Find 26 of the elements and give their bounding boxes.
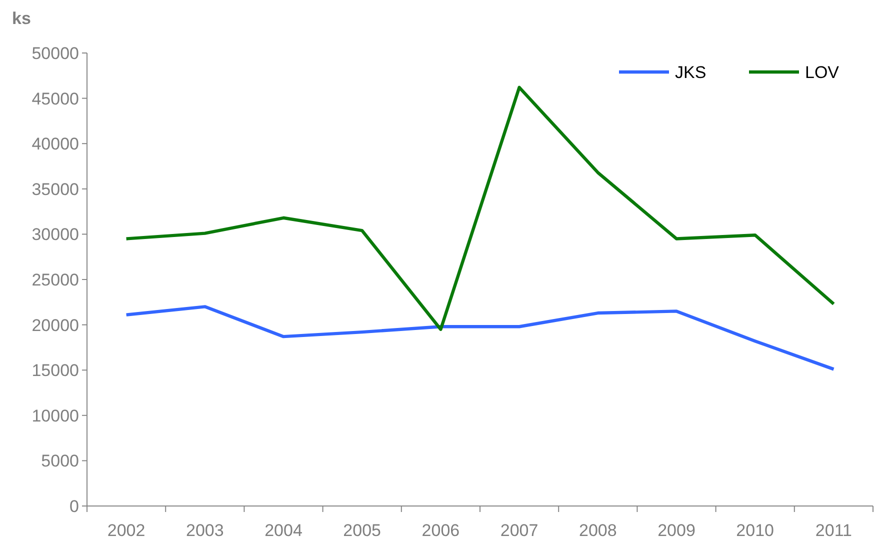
- y-tick-label: 30000: [32, 225, 79, 244]
- y-tick-label: 15000: [32, 361, 79, 380]
- x-tick-label: 2009: [658, 521, 696, 540]
- y-tick-label: 45000: [32, 89, 79, 108]
- x-tick-label: 2006: [422, 521, 460, 540]
- y-tick-label: 50000: [32, 44, 79, 63]
- legend-label: JKS: [675, 62, 706, 82]
- x-tick-label: 2011: [815, 521, 852, 540]
- y-tick-label: 35000: [32, 180, 79, 199]
- y-tick-label: 0: [70, 496, 79, 516]
- y-tick-label: 40000: [32, 134, 79, 154]
- y-tick-label: 25000: [32, 270, 79, 290]
- y-tick-label: 20000: [32, 316, 79, 335]
- legend-label: LOV: [805, 62, 840, 82]
- x-tick-label: 2008: [578, 521, 617, 540]
- x-tick-label: 2005: [343, 521, 382, 540]
- x-tick-label: 2007: [500, 521, 538, 540]
- y-tick-label: 5000: [41, 452, 79, 471]
- y-tick-label: 10000: [32, 406, 79, 426]
- y-axis-title: ks: [12, 9, 31, 28]
- x-tick-label: 2002: [107, 521, 146, 540]
- x-tick-label: 2004: [264, 521, 302, 540]
- line-series: [124, 86, 836, 331]
- x-tick-label: 2010: [736, 521, 774, 540]
- x-tick-label: 2003: [186, 521, 224, 540]
- line-series: [124, 305, 836, 371]
